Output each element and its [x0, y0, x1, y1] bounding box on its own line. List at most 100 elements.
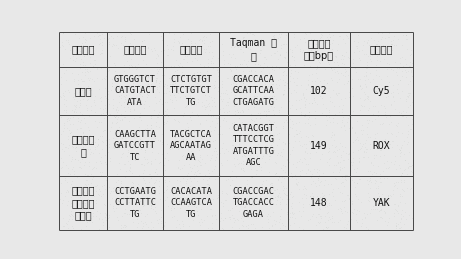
- Point: [296, 98, 303, 102]
- Point: [231, 36, 238, 40]
- Point: [361, 82, 368, 86]
- Point: [300, 48, 307, 52]
- Point: [188, 95, 195, 99]
- Point: [208, 187, 215, 191]
- Point: [408, 216, 416, 220]
- Point: [373, 218, 380, 222]
- Point: [379, 31, 386, 35]
- Point: [396, 148, 404, 152]
- Point: [320, 78, 327, 82]
- Point: [312, 122, 319, 126]
- Point: [317, 207, 324, 211]
- Point: [82, 178, 89, 182]
- Point: [88, 46, 95, 51]
- Point: [356, 156, 363, 160]
- Point: [195, 74, 203, 78]
- Point: [343, 221, 351, 226]
- Point: [171, 206, 178, 210]
- Point: [122, 211, 129, 215]
- Point: [167, 64, 175, 68]
- Point: [281, 142, 288, 146]
- Point: [166, 82, 173, 87]
- Point: [147, 84, 154, 88]
- Point: [59, 147, 66, 151]
- Point: [350, 39, 358, 43]
- Point: [408, 186, 415, 190]
- Point: [364, 182, 372, 186]
- Point: [338, 144, 345, 148]
- Point: [167, 80, 175, 84]
- Point: [366, 54, 374, 58]
- Point: [152, 209, 159, 213]
- Point: [100, 140, 107, 144]
- Point: [405, 64, 413, 69]
- Point: [396, 220, 404, 224]
- Point: [353, 181, 361, 185]
- Point: [178, 146, 186, 150]
- Point: [117, 93, 124, 97]
- Point: [394, 222, 402, 226]
- Point: [138, 94, 146, 98]
- Point: [207, 129, 214, 133]
- Point: [289, 148, 296, 152]
- Point: [214, 132, 221, 136]
- Point: [239, 36, 246, 40]
- Point: [165, 47, 172, 51]
- Point: [89, 151, 96, 155]
- Point: [195, 145, 202, 149]
- Point: [62, 145, 70, 149]
- Point: [341, 74, 349, 78]
- Point: [306, 156, 313, 160]
- Point: [348, 126, 355, 130]
- Point: [271, 195, 278, 199]
- Point: [295, 187, 302, 191]
- Text: CCTGAATG
CCTTATTC
TG: CCTGAATG CCTTATTC TG: [114, 187, 156, 219]
- Point: [204, 214, 211, 218]
- Point: [177, 206, 184, 210]
- Point: [120, 47, 127, 51]
- Point: [85, 147, 92, 152]
- Point: [70, 189, 77, 193]
- Point: [169, 82, 176, 86]
- Point: [376, 180, 384, 184]
- Point: [257, 168, 265, 172]
- Point: [343, 69, 350, 74]
- Point: [110, 61, 118, 65]
- Point: [281, 141, 288, 145]
- Point: [349, 125, 356, 129]
- Point: [353, 137, 360, 141]
- Point: [267, 181, 274, 185]
- Point: [231, 164, 238, 168]
- Point: [408, 117, 416, 121]
- Point: [154, 52, 161, 56]
- Point: [378, 148, 385, 152]
- Point: [83, 102, 90, 106]
- Point: [348, 160, 355, 164]
- Point: [390, 90, 397, 94]
- Point: [393, 143, 401, 147]
- Point: [210, 128, 218, 132]
- Point: [224, 100, 231, 104]
- Point: [324, 37, 331, 41]
- Point: [109, 189, 117, 193]
- Point: [406, 127, 413, 131]
- Point: [119, 195, 127, 199]
- Point: [176, 179, 183, 183]
- Point: [388, 145, 396, 149]
- Point: [99, 220, 106, 224]
- Text: CGACCACA
GCATTCAA
CTGAGATG: CGACCACA GCATTCAA CTGAGATG: [232, 75, 274, 107]
- Point: [83, 98, 91, 102]
- Point: [284, 190, 292, 195]
- Point: [203, 182, 210, 186]
- Point: [313, 194, 321, 198]
- Point: [182, 54, 189, 58]
- Point: [301, 156, 308, 160]
- Point: [248, 175, 256, 179]
- Point: [365, 77, 372, 82]
- Point: [96, 134, 104, 138]
- Point: [108, 189, 115, 193]
- Point: [136, 100, 143, 104]
- Point: [64, 146, 71, 150]
- Point: [243, 146, 251, 150]
- Point: [87, 149, 95, 154]
